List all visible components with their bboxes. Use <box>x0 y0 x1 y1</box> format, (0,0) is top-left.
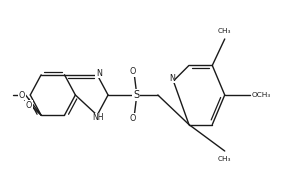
Text: O: O <box>130 114 136 123</box>
Text: CH₃: CH₃ <box>218 156 231 162</box>
Text: O: O <box>19 90 25 100</box>
Text: OCH₃: OCH₃ <box>251 92 271 98</box>
Text: O: O <box>26 101 32 110</box>
Text: S: S <box>133 90 139 100</box>
Text: N: N <box>96 69 102 78</box>
Text: CH₃: CH₃ <box>218 28 231 34</box>
Text: N: N <box>169 74 175 83</box>
Text: O: O <box>130 67 136 76</box>
Text: NH: NH <box>92 113 104 122</box>
